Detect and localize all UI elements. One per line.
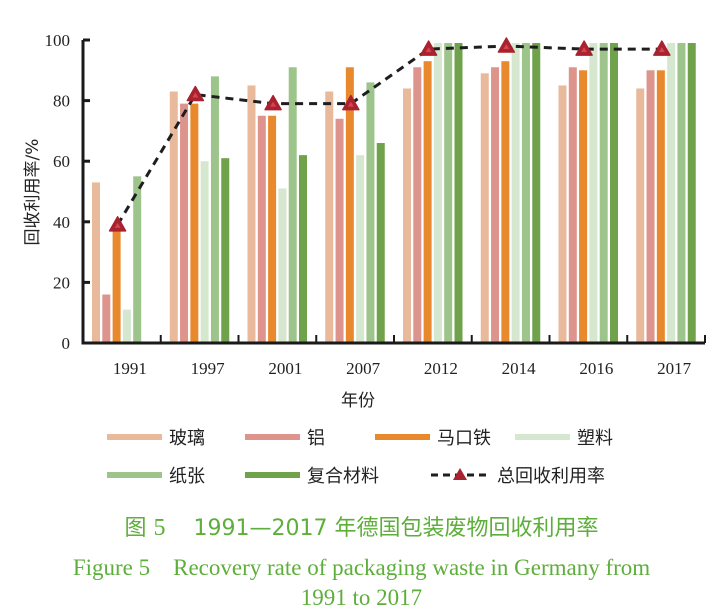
caption-zh-number: 5	[153, 515, 166, 541]
x-tick-label: 2016	[579, 359, 613, 378]
bar-2016-4	[599, 43, 608, 343]
bar-2014-1	[491, 67, 500, 344]
legend-swatch-1	[245, 434, 300, 440]
bar-2017-5	[687, 43, 696, 343]
bar-1997-0	[169, 91, 178, 343]
axes-layer: 0 20 40 60 80 100 1991 1997 2001 2007 2012 2014 2016…	[45, 31, 706, 378]
total-marker-highlight	[658, 47, 665, 53]
legend-triangle-icon	[453, 468, 467, 480]
bar-2017-4	[677, 43, 686, 343]
bar-2007-3	[356, 155, 365, 343]
bar-2016-3	[589, 43, 598, 343]
legend-swatch-4	[107, 472, 162, 478]
bar-1991-0	[92, 182, 100, 343]
bar-chart: 0 20 40 60 80 100 1991 1997 2001 2007 2012 2014 2016…	[23, 31, 706, 487]
bar-2014-3	[511, 43, 520, 343]
caption-en-line1: Figure 5 Recovery rate of packaging wast…	[72, 555, 651, 580]
bar-2001-3	[278, 188, 287, 343]
legend-label-1: 铝	[307, 428, 325, 449]
total-marker-highlight	[347, 101, 354, 107]
x-tick-label: 2014	[502, 359, 537, 378]
bar-1991-2	[112, 230, 121, 343]
x-tick-label: 1991	[113, 359, 147, 378]
bar-1991-4	[133, 176, 142, 343]
y-tick-label: 60	[53, 152, 70, 171]
bar-2016-0	[558, 85, 567, 343]
y-tick-label: 40	[53, 213, 70, 232]
legend-label-2: 马口铁	[437, 428, 491, 449]
y-axis-label: 回收利用率/%	[23, 139, 43, 246]
caption-english: Figure 5 Recovery rate of packaging wast…	[0, 553, 723, 613]
bar-2017-2	[656, 70, 665, 344]
bar-2017-1	[646, 70, 655, 344]
legend-label-5: 复合材料	[307, 466, 379, 487]
bars-layer	[92, 43, 696, 344]
x-tick-label: 2007	[346, 359, 381, 378]
caption-en-line2: 1991 to 2017	[300, 585, 423, 610]
bar-2014-0	[480, 73, 489, 343]
bar-2016-1	[568, 67, 577, 344]
x-axis-label: 年份	[341, 391, 375, 411]
bar-2012-1	[413, 67, 422, 344]
legend-label-total: 总回收利用率	[497, 466, 605, 487]
total-marker-highlight	[114, 222, 121, 228]
bar-2001-2	[268, 115, 277, 343]
y-tick-label: 20	[53, 273, 70, 292]
legend-swatch-2	[375, 434, 430, 440]
total-marker-highlight	[270, 101, 277, 107]
bar-2016-2	[579, 70, 588, 344]
caption-chinese: 图 5 1991—2017 年德国包装废物回收利用率	[0, 510, 723, 542]
legend-swatch-3	[515, 434, 570, 440]
bar-1997-3	[200, 161, 209, 343]
legend-label-3: 塑料	[577, 428, 613, 449]
legend-swatch-5	[245, 472, 300, 478]
bar-1997-5	[221, 158, 230, 343]
bar-1991-3	[122, 309, 131, 343]
bar-1997-1	[180, 103, 189, 343]
bar-2017-3	[667, 43, 676, 343]
total-line-layer	[108, 37, 671, 232]
total-recovery-line	[116, 44, 662, 226]
legend-label-4: 纸张	[169, 466, 205, 487]
bar-1991-1	[102, 294, 111, 343]
bar-2007-2	[345, 67, 354, 344]
bar-2007-0	[325, 91, 334, 343]
bar-2001-4	[288, 67, 297, 344]
bar-2014-2	[501, 61, 510, 344]
bar-2014-4	[521, 43, 530, 343]
caption-zh-prefix: 图	[124, 516, 147, 541]
legend-label-0: 玻璃	[169, 428, 205, 449]
x-tick-label: 2001	[268, 359, 302, 378]
bar-2007-5	[376, 143, 385, 343]
legend-swatch-0	[107, 434, 162, 440]
bar-2017-0	[636, 88, 645, 343]
bar-2001-1	[257, 115, 266, 343]
bar-1997-4	[210, 76, 219, 344]
total-marker-highlight	[503, 44, 510, 50]
total-marker-highlight	[192, 92, 199, 98]
bar-2012-4	[444, 43, 453, 343]
total-marker-highlight	[425, 47, 432, 53]
bar-2012-3	[433, 43, 442, 343]
y-tick-label: 100	[45, 31, 71, 50]
bar-2014-5	[532, 43, 541, 343]
caption-zh-text: 1991—2017 年德国包装废物回收利用率	[193, 516, 599, 541]
bar-2012-5	[454, 43, 463, 343]
x-tick-label: 2017	[657, 359, 692, 378]
total-marker-highlight	[581, 47, 588, 53]
bar-2012-2	[423, 61, 432, 344]
bar-2001-5	[299, 155, 307, 343]
bar-2012-0	[403, 88, 411, 343]
bar-2016-5	[610, 43, 618, 343]
x-tick-label: 1997	[191, 359, 226, 378]
bar-2001-0	[247, 85, 256, 343]
y-tick-label: 80	[53, 92, 70, 111]
bar-2007-1	[335, 118, 344, 343]
y-tick-label: 0	[62, 334, 71, 353]
x-tick-label: 2012	[424, 359, 458, 378]
bar-1997-2	[190, 103, 199, 343]
bar-2007-4	[366, 82, 375, 344]
